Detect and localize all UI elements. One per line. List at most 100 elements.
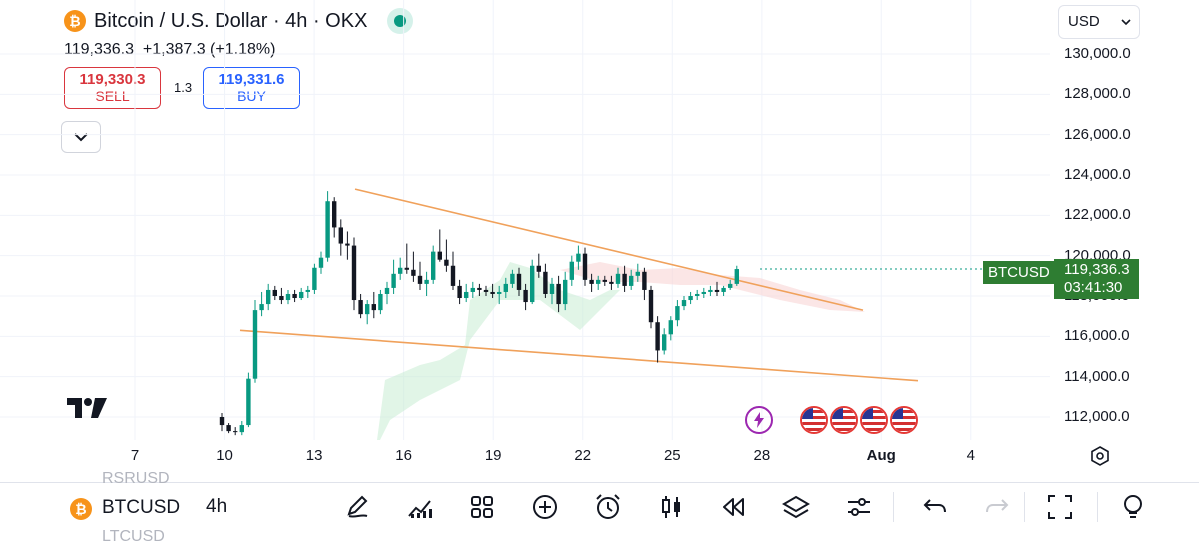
trendline-lower: [239, 329, 919, 382]
candle-body: [365, 304, 370, 315]
candles-icon[interactable]: [653, 489, 689, 525]
candle-body: [239, 425, 244, 433]
bitcoin-logo-icon: ₿: [70, 498, 92, 520]
candle-body: [675, 306, 680, 321]
candle-body: [530, 265, 535, 303]
pencil-icon[interactable]: [340, 489, 376, 525]
time-axis-tick: 13: [305, 447, 323, 464]
price-axis-tick: 124,000.0: [1064, 165, 1131, 183]
candle-body: [431, 251, 436, 280]
candle-body: [655, 322, 660, 351]
candle-body: [470, 287, 475, 292]
price-chart[interactable]: [0, 0, 1199, 480]
candle-body: [305, 289, 310, 292]
alarm-icon[interactable]: [590, 489, 626, 525]
candle-body: [299, 291, 304, 299]
watchlist-prev-symbol: RSRUSD: [102, 470, 170, 487]
tradingview-logo-icon: [67, 398, 107, 418]
candle-body: [345, 243, 350, 246]
time-axis-tick: 19: [484, 447, 502, 464]
us-flag-icon[interactable]: [860, 406, 888, 434]
last-price-tag: 119,336.3 03:41:30: [1054, 259, 1139, 299]
us-flag-icon[interactable]: [830, 406, 858, 434]
candle-body: [582, 253, 588, 280]
cloud-area-red: [560, 262, 865, 312]
candle-body: [312, 267, 317, 290]
tradingview-logo[interactable]: [67, 398, 109, 423]
redo-icon: [979, 489, 1015, 525]
candle-body: [609, 281, 614, 284]
ideas-icon[interactable]: [1115, 489, 1151, 525]
candle-body: [398, 267, 403, 274]
toolbar-separator: [1024, 492, 1025, 522]
candle-body: [563, 279, 568, 305]
candle-body: [226, 425, 231, 432]
candle-body: [384, 287, 390, 294]
interval-button[interactable]: 4h: [206, 496, 228, 517]
candle-body: [490, 291, 495, 294]
candle-body: [543, 271, 548, 294]
candle-body: [246, 378, 251, 426]
candle-body: [681, 300, 687, 307]
undo-icon[interactable]: [917, 489, 953, 525]
watchlist-next-symbol: LTCUSD: [102, 528, 165, 545]
symbol-title[interactable]: Bitcoin / U.S. Dollar · 4h · OKX: [94, 9, 368, 32]
candle-body: [714, 289, 720, 292]
indicators-icon[interactable]: [402, 489, 438, 525]
candle-body: [589, 279, 594, 284]
candle-body: [259, 304, 264, 311]
candle-body: [279, 295, 284, 301]
buy-button[interactable]: 119,331.6 BUY: [203, 67, 300, 109]
fullscreen-icon[interactable]: [1042, 489, 1078, 525]
candle-body: [556, 283, 561, 305]
trendlines: [239, 188, 919, 382]
candle-body: [516, 273, 522, 290]
candle-body: [266, 289, 271, 305]
collapse-legend-button[interactable]: [61, 121, 101, 153]
candle-body: [569, 261, 574, 280]
candle-body: [629, 275, 634, 286]
time-axis-tick: 22: [574, 447, 592, 464]
sell-label: SELL: [95, 88, 130, 104]
candle-body: [648, 289, 654, 323]
candle-body: [457, 285, 462, 299]
grid-icon[interactable]: [464, 489, 500, 525]
settings-sliders-icon[interactable]: [841, 489, 877, 525]
candle-body: [721, 287, 726, 292]
candle-body: [417, 275, 423, 284]
sell-button[interactable]: 119,330.3 SELL: [64, 67, 161, 109]
candle-body: [503, 283, 508, 292]
candle-body: [285, 293, 291, 301]
us-flag-icon[interactable]: [800, 406, 828, 434]
toolbar-divider: [0, 482, 1199, 483]
candle-body: [450, 265, 456, 286]
candle-body: [596, 279, 601, 284]
candle-body: [549, 283, 555, 294]
layers-icon[interactable]: [778, 489, 814, 525]
candle-body: [536, 265, 541, 272]
chart-settings-icon[interactable]: [1089, 445, 1111, 472]
currency-select[interactable]: USD: [1058, 5, 1140, 39]
candle-body: [292, 293, 297, 299]
candle-body: [695, 293, 700, 296]
candle-body: [351, 245, 357, 301]
candle-body: [424, 279, 429, 284]
candle-body: [576, 253, 581, 262]
ichimoku-cloud: [377, 262, 865, 440]
candle-body: [444, 259, 449, 266]
us-flag-icon[interactable]: [890, 406, 918, 434]
price-axis-tick: 114,000.0: [1064, 367, 1130, 385]
add-icon[interactable]: [527, 489, 563, 525]
candle-body: [325, 201, 330, 258]
candle-body: [233, 431, 238, 433]
candle-body: [642, 271, 647, 290]
candle-body: [497, 291, 502, 294]
symbol-search-button[interactable]: BTCUSD: [102, 497, 181, 518]
bar-countdown: 03:41:30: [1064, 279, 1123, 296]
flash-event-icon[interactable]: [745, 406, 773, 434]
candle-body: [734, 269, 739, 284]
price-axis-tick: 128,000.0: [1064, 85, 1131, 103]
time-axis-tick: Aug: [866, 447, 896, 464]
chart-grid: [0, 0, 1050, 440]
replay-icon[interactable]: [715, 489, 751, 525]
